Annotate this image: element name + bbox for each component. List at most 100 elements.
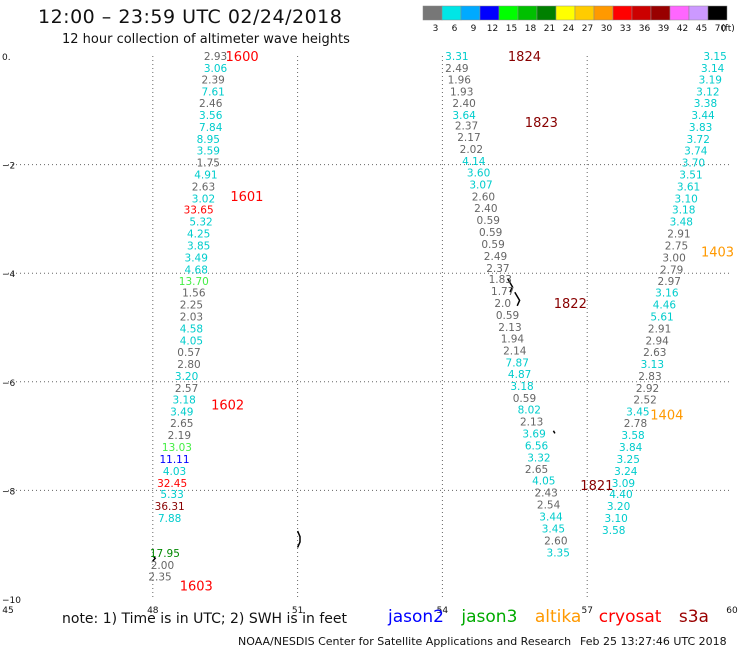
wave-height-value: 3.45 (542, 523, 565, 535)
wave-height-value: 3.32 (527, 452, 550, 464)
track-time-label: 1602 (211, 399, 244, 414)
wave-height-value: 3.56 (199, 110, 223, 122)
wave-height-value: 1.77 (491, 286, 514, 298)
wave-height-value: 2.83 (638, 371, 661, 383)
wave-height-value: 2.63 (192, 181, 215, 193)
wave-height-value: 4.25 (187, 229, 210, 241)
wave-height-value: 7.88 (158, 513, 181, 525)
colorbar-swatch (707, 5, 728, 21)
colorbar-unit: (ft) (721, 24, 735, 34)
wave-height-value: 6.56 (525, 440, 549, 452)
wave-height-value: 13.70 (179, 276, 209, 288)
chart-note: note: 1) Time is in UTC; 2) SWH is in fe… (62, 611, 348, 627)
track-1822: 0.592.131.942.147.874.873.180.598.022.13… (496, 297, 587, 476)
wave-height-value: 3.15 (703, 51, 726, 63)
colorbar-label: 9 (471, 24, 477, 34)
wave-height-value: 3.07 (469, 180, 492, 192)
wave-height-value: 3.31 (445, 51, 468, 63)
wave-height-value: 36.31 (155, 501, 185, 513)
track-1404: 3.452.783.583.843.253.243.094.403.203.10… (602, 407, 683, 537)
x-tick-label: 60 (726, 606, 738, 616)
wave-height-value: 3.72 (687, 134, 710, 146)
wave-height-value: 3.14 (701, 63, 725, 75)
track-time-label: 1603 (180, 579, 213, 594)
wave-height-value: 3.58 (621, 430, 644, 442)
wave-height-value: 3.12 (696, 86, 719, 98)
wave-height-value: 11.11 (159, 454, 189, 466)
wave-height-value: 3.59 (197, 145, 220, 157)
wave-height-value: 2.00 (151, 560, 174, 572)
wave-height-value: 33.65 (184, 205, 214, 217)
wave-height-value: 3.69 (522, 428, 545, 440)
track-time-label: 1404 (650, 408, 683, 423)
wave-height-value: 3.18 (172, 395, 195, 407)
wave-height-value: 2.0 (494, 298, 511, 310)
wave-height-value: 3.48 (670, 217, 693, 229)
track-1821: 4.052.432.543.443.452.603.35 1821 (532, 476, 613, 560)
wave-height-value: 5.32 (189, 217, 212, 229)
track-time-label: 1824 (508, 50, 541, 65)
wave-height-value: 3.20 (607, 501, 630, 513)
track-1403: 3.153.143.193.123.383.443.833.723.743.70… (633, 51, 734, 407)
wave-height-value: 3.24 (614, 466, 638, 478)
wave-height-value: 13.03 (162, 442, 192, 454)
colorbar-label: 3 (433, 24, 439, 34)
wave-height-value: 2.52 (633, 395, 656, 407)
wave-height-value: 3.18 (672, 205, 695, 217)
track-time-label: 1821 (580, 479, 613, 494)
wave-height-value: 2.13 (498, 322, 521, 334)
wave-height-value: 0.59 (481, 239, 504, 251)
wave-height-value: 2.14 (503, 345, 527, 357)
wave-height-value: 3.49 (185, 252, 208, 264)
wave-height-value: 2.94 (645, 336, 669, 348)
colorbar-label: 21 (544, 24, 555, 34)
wave-height-value: 7.87 (506, 357, 529, 369)
colorbar-label: 36 (639, 24, 651, 34)
wave-height-value: 2.25 (180, 300, 203, 312)
colorbar-label: 30 (601, 24, 613, 34)
track-time-label: 1823 (525, 116, 558, 131)
track-time-label: 1822 (554, 297, 587, 312)
wave-height-value: 1.96 (448, 74, 472, 86)
wave-height-value: 3.09 (612, 478, 635, 490)
x-tick-label: 54 (437, 606, 449, 616)
wave-height-value: 3.64 (452, 110, 476, 122)
wave-height-value: 4.40 (609, 489, 632, 501)
y-tick-label: −10 (2, 596, 21, 606)
wave-height-value: 4.14 (462, 156, 486, 168)
legend-altika: altika (534, 607, 582, 627)
wave-height-value: 2.75 (665, 241, 688, 253)
wave-height-value: 2.37 (455, 121, 478, 133)
wave-height-value: 2.39 (201, 74, 224, 86)
wave-height-value: 2.43 (534, 488, 557, 500)
wave-height-value: 1.94 (501, 333, 525, 345)
wave-height-value: 3.49 (170, 407, 193, 419)
wave-height-value: 3.44 (539, 511, 563, 523)
satellite-legend: jason2 jason3 altika cryosat s3a (388, 607, 721, 627)
colorbar-label: 24 (563, 24, 575, 34)
wave-height-value: 2.80 (177, 359, 200, 371)
colorbar-label: 12 (487, 24, 498, 34)
wave-height-value: 3.84 (619, 442, 643, 454)
wave-height-value: 4.05 (532, 476, 555, 488)
y-tick-label: −2 (2, 162, 15, 172)
wave-height-value: 4.03 (163, 466, 186, 478)
wave-height-value: 0.59 (513, 393, 536, 405)
wave-height-value: 1.56 (182, 288, 206, 300)
wave-height-value: 4.05 (180, 336, 203, 348)
wave-height-value: 2.97 (658, 276, 681, 288)
track-time-label: 1600 (226, 50, 259, 65)
chart-title: 12:00 – 23:59 UTC 02/24/2018 (38, 6, 343, 28)
wave-height-value: 3.06 (204, 63, 228, 75)
wave-height-value: 2.03 (180, 312, 203, 324)
wave-height-value: 0.57 (177, 347, 200, 359)
wave-height-value: 2.40 (474, 203, 497, 215)
wave-height-value: 0.59 (479, 227, 502, 239)
wave-height-value: 4.68 (185, 264, 208, 276)
wave-height-value: 2.40 (452, 98, 475, 110)
wave-height-value: 3.02 (192, 193, 215, 205)
footer-timestamp: Feb 25 13:27:46 UTC 2018 (580, 635, 727, 648)
wave-height-value: 2.49 (484, 251, 507, 263)
wave-height-value: 3.58 (602, 525, 625, 537)
colorbar-label: 70 (715, 24, 727, 34)
